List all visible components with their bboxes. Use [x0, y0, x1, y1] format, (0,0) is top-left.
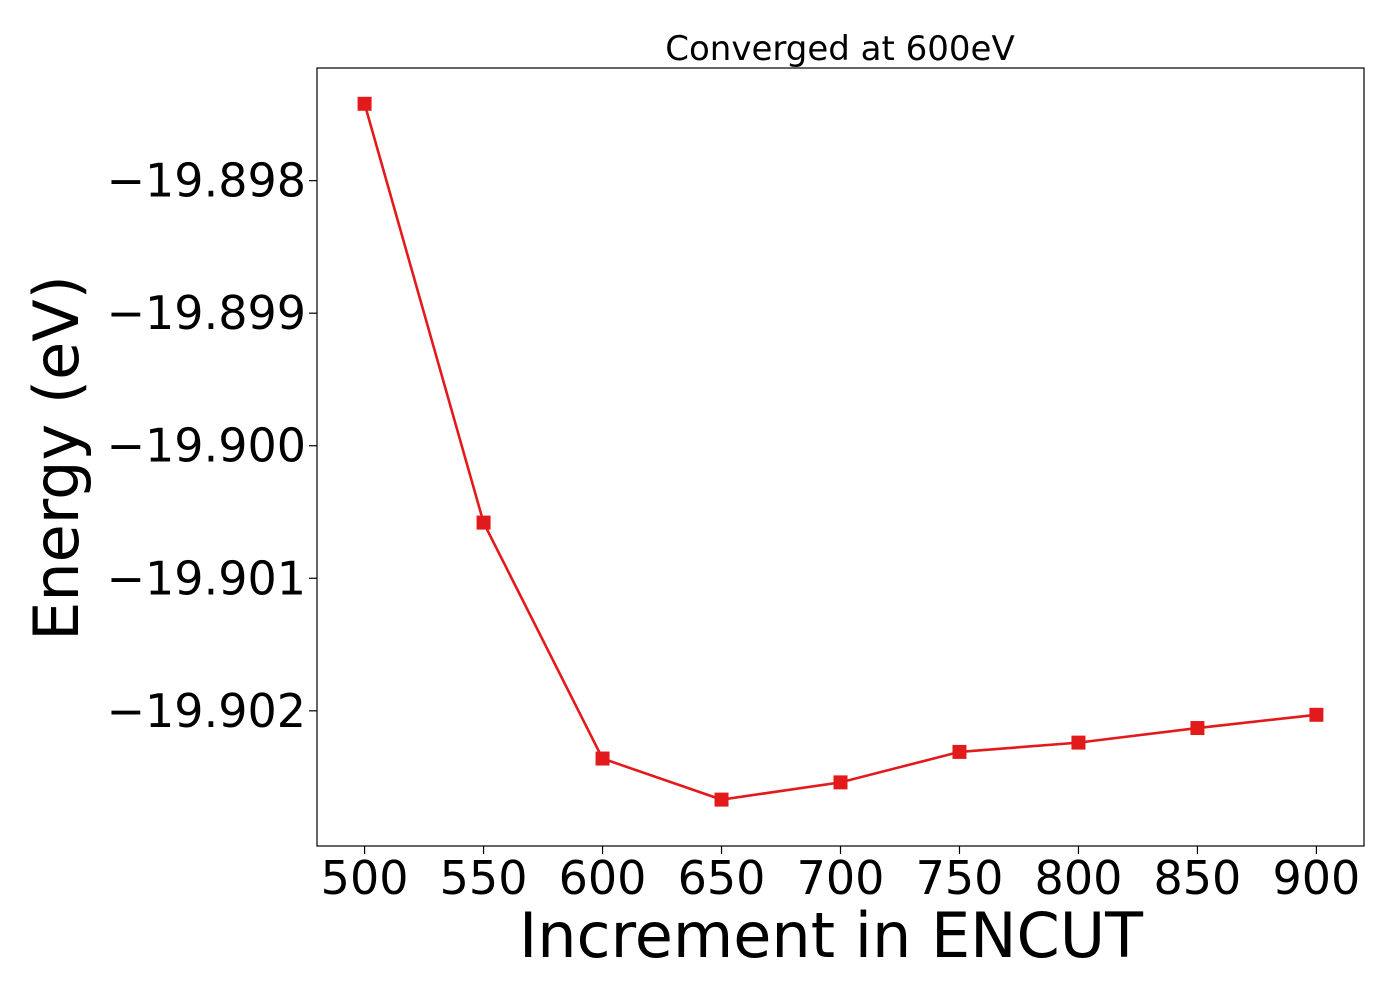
y-tick-label: −19.901	[107, 551, 307, 605]
x-tick-label: 800	[1035, 851, 1123, 905]
x-tick-label: 850	[1154, 851, 1242, 905]
data-point	[595, 751, 610, 766]
data-point	[1071, 735, 1086, 750]
data-point	[714, 792, 729, 807]
x-tick-label: 650	[678, 851, 766, 905]
plot-area	[357, 96, 1324, 807]
data-point	[1190, 721, 1205, 736]
y-tick-label: −19.899	[107, 286, 307, 340]
data-point	[476, 515, 491, 530]
data-point	[833, 775, 848, 790]
y-tick-label: −19.898	[107, 154, 307, 208]
x-tick-label: 700	[797, 851, 885, 905]
x-tick-label: 900	[1273, 851, 1361, 905]
chart-title: Converged at 600eV	[665, 29, 1014, 69]
data-point	[952, 744, 967, 759]
x-tick-label: 550	[440, 851, 528, 905]
y-axis: −19.898 −19.899 −19.900 −19.901 −19.902	[107, 154, 317, 738]
data-point	[357, 96, 372, 111]
x-axis-label: Increment in ENCUT	[519, 899, 1144, 972]
y-tick-label: −19.902	[107, 684, 307, 738]
y-axis-label: Energy (eV)	[20, 275, 93, 641]
x-tick-label: 500	[321, 851, 409, 905]
x-tick-label: 750	[916, 851, 1004, 905]
x-tick-label: 600	[559, 851, 647, 905]
x-axis: 500 550 600 650 700 750 800 850 900	[321, 846, 1361, 905]
y-tick-label: −19.900	[107, 419, 307, 473]
data-point	[1309, 707, 1324, 722]
